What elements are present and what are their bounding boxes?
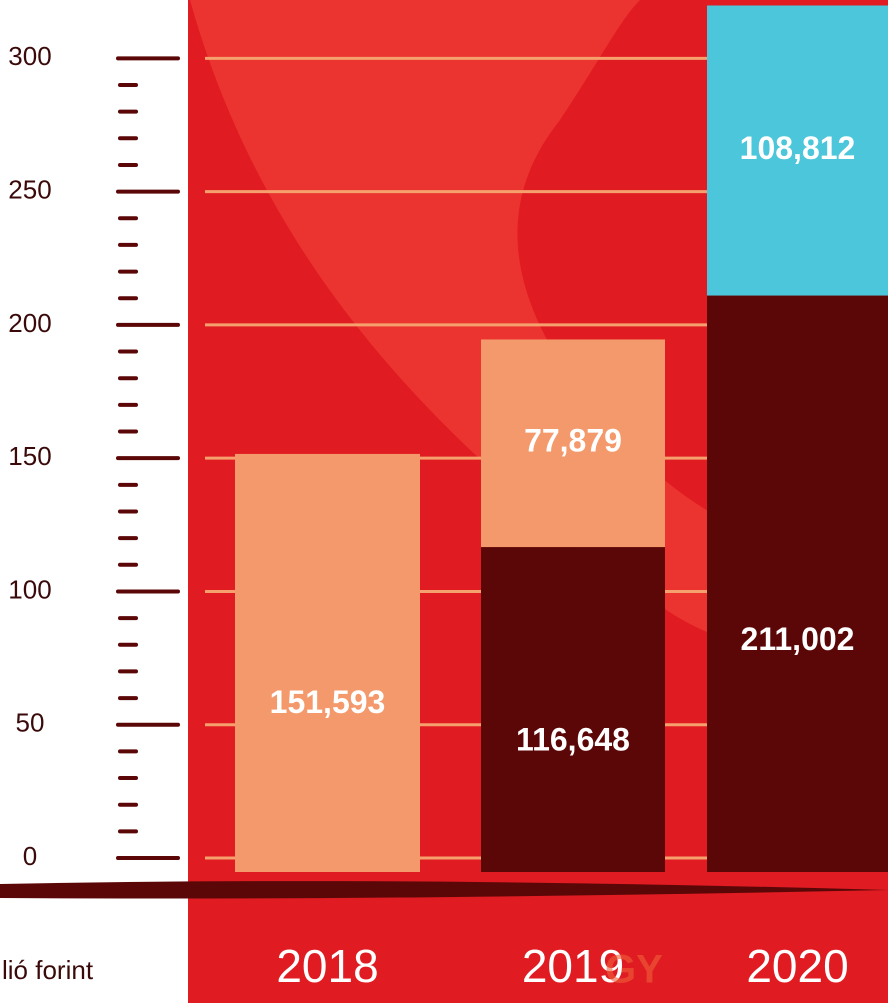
y-tick-label: 200 [8,308,51,338]
value-label: 211,002 [741,621,855,657]
axis-panel [0,0,188,1003]
bar-segment [707,295,888,872]
value-label: 108,812 [740,130,856,166]
y-tick-label: 150 [8,441,51,471]
bar-segment [481,547,665,872]
value-label: 116,648 [516,721,630,757]
bar-segment [707,5,888,296]
y-tick-label: 250 [8,174,51,204]
value-label: 77,879 [524,423,622,459]
x-tick-label: 2019 [522,940,624,992]
bar-segment [481,339,665,548]
bar-segment [235,453,420,872]
marks: 151,593 2018 116,648 77,879 2019 211,002 108,8… [235,5,888,992]
watermark: GY [605,948,663,992]
y-tick-label: 100 [8,574,51,604]
x-tick-label: 2018 [276,940,378,992]
y-tick-label: 0 [23,841,37,871]
y-tick-label: 50 [16,708,45,738]
x-axis-label: lió forint [2,955,94,985]
x-tick-label: 2020 [746,940,848,992]
baseline-swoosh [0,881,888,899]
y-tick-label: 300 [8,41,51,71]
value-label: 151,593 [270,684,386,720]
